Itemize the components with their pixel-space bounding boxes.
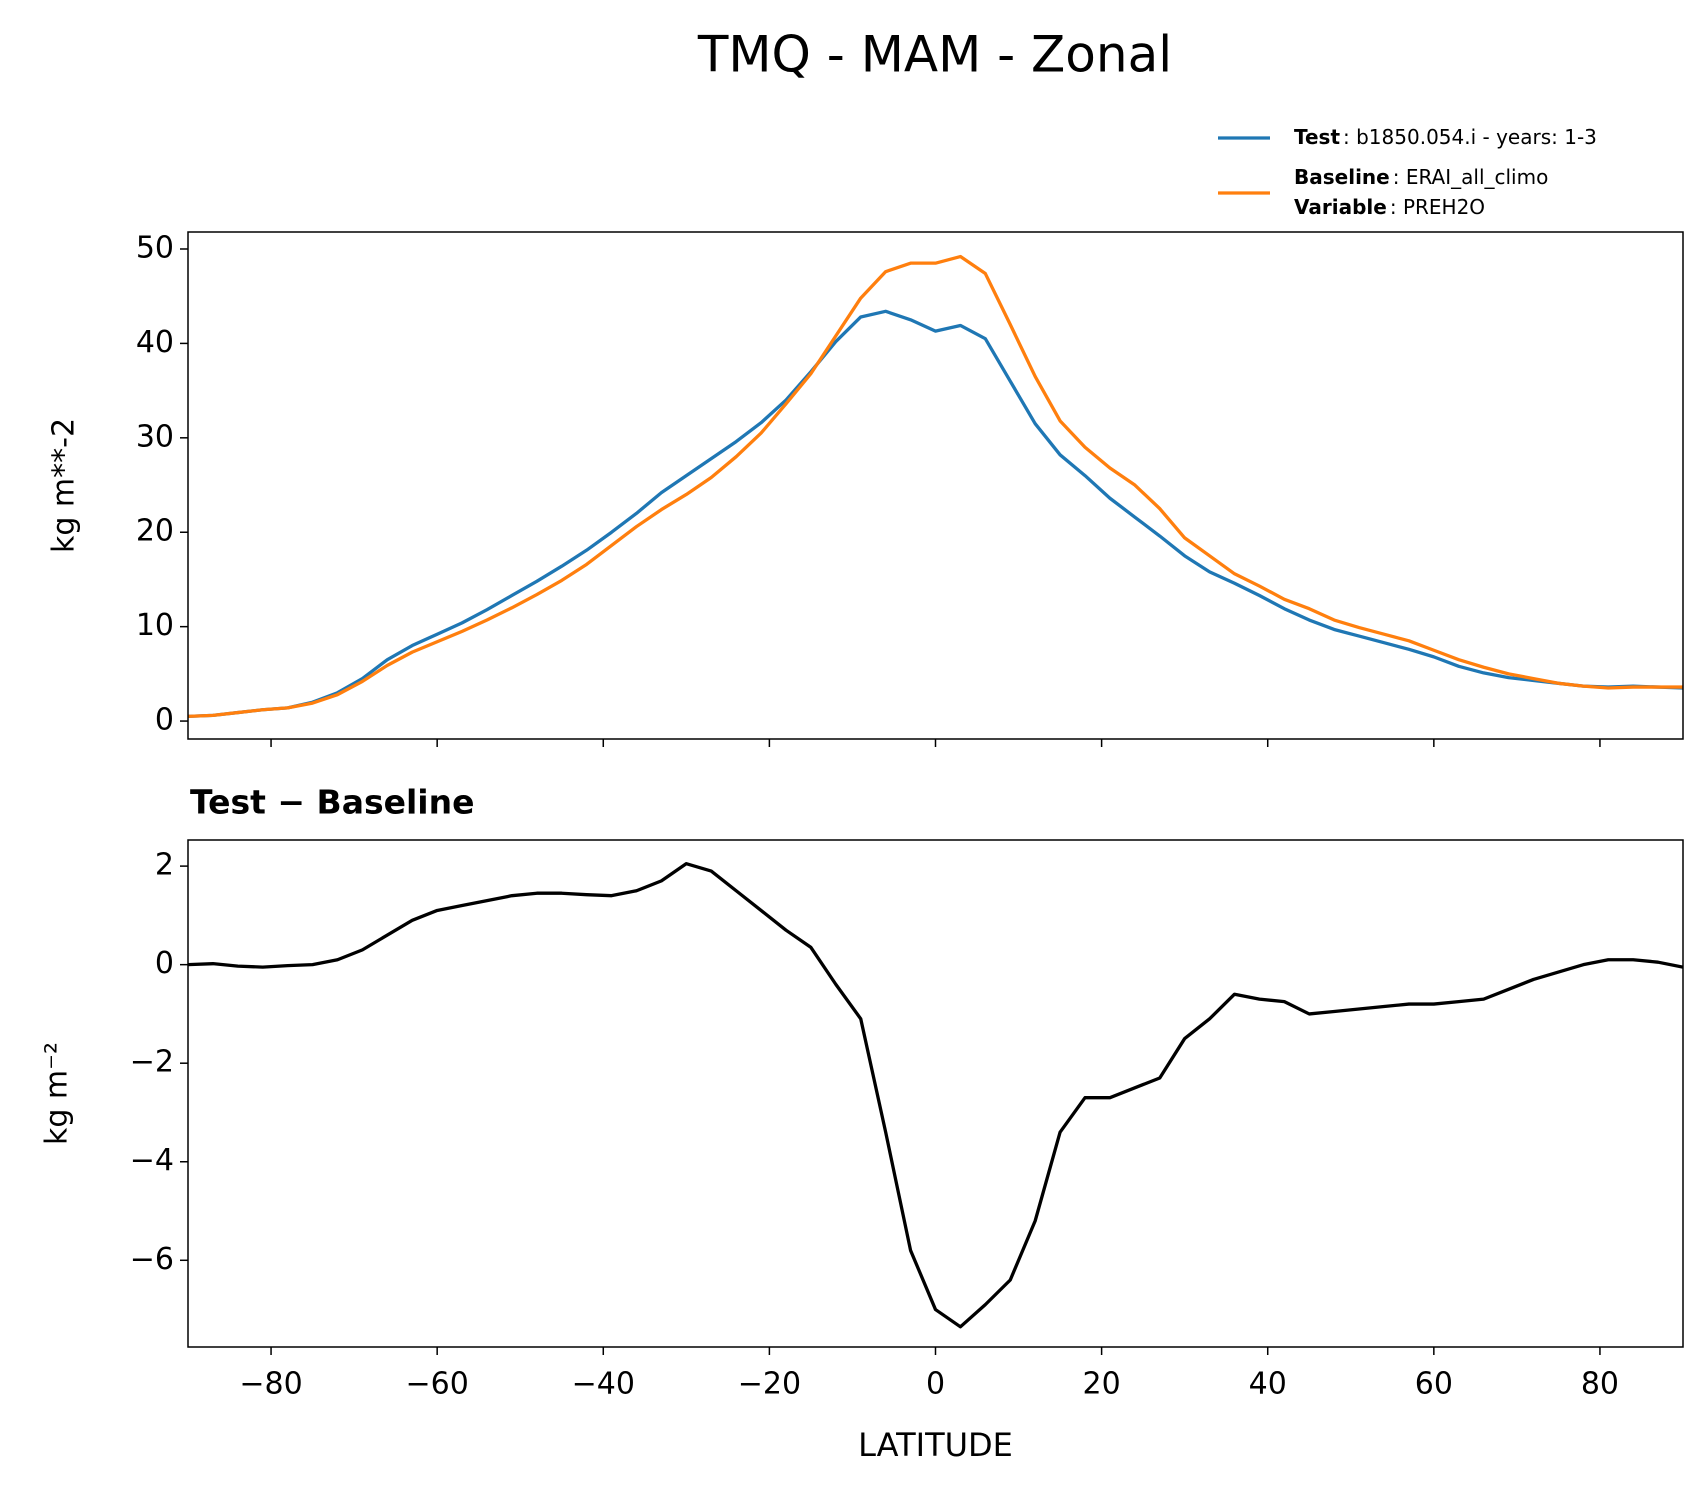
y-tick-label: −6 xyxy=(130,1242,174,1277)
y-tick-label: 2 xyxy=(155,848,174,883)
y-tick-label: 40 xyxy=(136,325,174,360)
figure-title: TMQ - MAM - Zonal xyxy=(697,26,1172,84)
axes-title: Test − Baseline xyxy=(190,783,475,822)
axes-frame xyxy=(187,231,1684,740)
y-axis-label: kg m⁻² xyxy=(40,1042,75,1145)
legend-value: : b1850.054.i - years: 1-3 xyxy=(1343,125,1597,149)
y-tick-label: 20 xyxy=(136,514,174,549)
legend-key: Test xyxy=(1294,125,1340,149)
x-tick-label: −20 xyxy=(738,1367,801,1402)
x-tick-label: 20 xyxy=(1083,1367,1121,1402)
y-tick-label: 0 xyxy=(155,946,174,981)
x-tick-label: 40 xyxy=(1249,1367,1287,1402)
x-tick-label: 60 xyxy=(1415,1367,1453,1402)
y-tick-label: −4 xyxy=(130,1143,174,1178)
x-tick-label: −60 xyxy=(406,1367,469,1402)
legend-key: Variable xyxy=(1294,195,1387,219)
x-tick-label: −40 xyxy=(572,1367,635,1402)
y-tick-label: 10 xyxy=(136,608,174,643)
series-line xyxy=(188,254,1683,718)
y-tick-label: −2 xyxy=(130,1045,174,1080)
series-line xyxy=(188,309,1683,718)
axes-frame xyxy=(187,839,1684,1348)
y-tick-label: 0 xyxy=(155,703,174,738)
y-tick-label: 30 xyxy=(136,419,174,454)
x-tick-label: 80 xyxy=(1581,1367,1619,1402)
legend-value: : ERAI_all_climo xyxy=(1393,165,1549,189)
legend-text: Test: b1850.054.i - years: 1-3 xyxy=(1294,125,1597,149)
legend-value: : PREH2O xyxy=(1390,195,1485,219)
y-axis-label: kg m**-2 xyxy=(47,418,82,553)
legend-key: Baseline xyxy=(1294,165,1390,189)
x-axis-label: LATITUDE xyxy=(858,1426,1013,1464)
x-tick-label: 0 xyxy=(926,1367,945,1402)
series-line xyxy=(188,862,1683,1329)
y-tick-label: 50 xyxy=(136,230,174,265)
x-tick-label: −80 xyxy=(239,1367,302,1402)
legend-text: Variable: PREH2O xyxy=(1294,195,1485,219)
legend-text: Baseline: ERAI_all_climo xyxy=(1294,165,1548,189)
